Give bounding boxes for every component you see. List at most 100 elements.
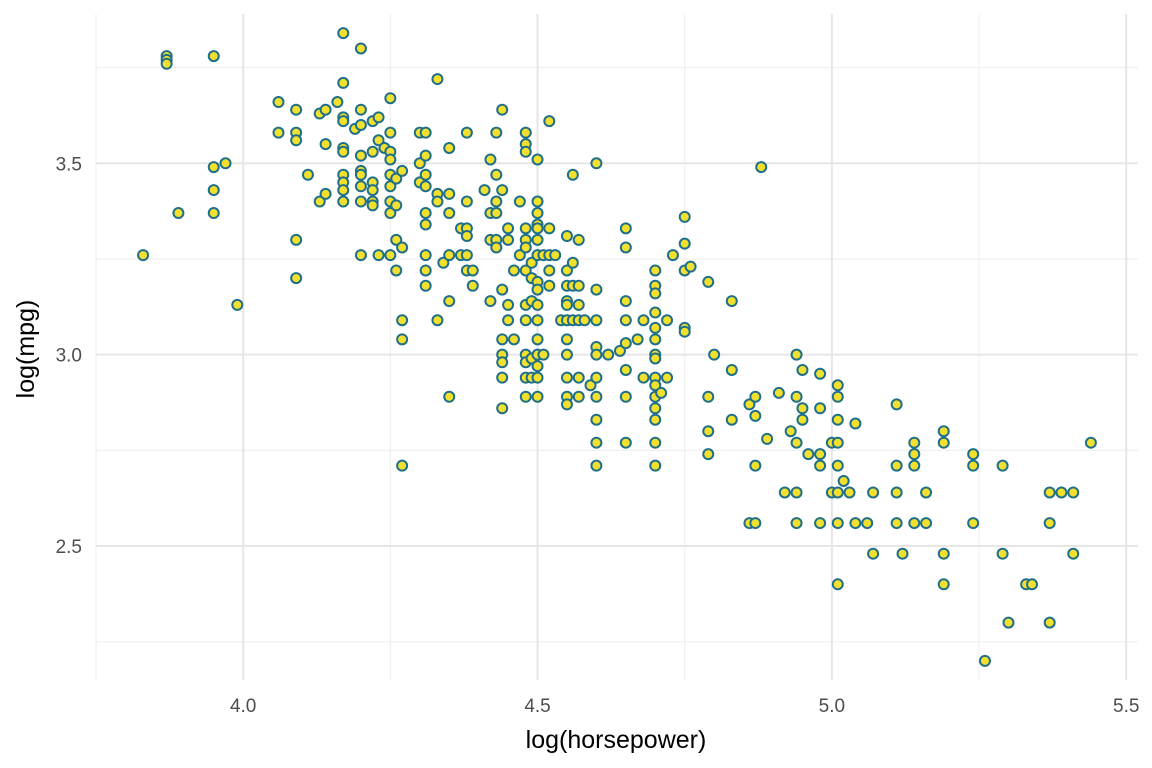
data-point (678, 210, 691, 223)
data-point (619, 222, 632, 235)
data-point (543, 115, 556, 128)
data-point (890, 517, 903, 530)
data-point (631, 333, 644, 346)
data-point (354, 42, 367, 55)
data-point (431, 195, 444, 208)
data-point (384, 92, 397, 105)
data-point (519, 126, 532, 139)
data-point (619, 337, 632, 350)
data-point (649, 333, 662, 346)
data-point (354, 119, 367, 131)
data-point (831, 459, 844, 472)
data-point (649, 379, 662, 392)
y-tick-label: 3.5 (56, 154, 82, 175)
y-axis-title: log(mpg) (12, 300, 40, 399)
data-point (443, 390, 456, 403)
data-point (831, 578, 844, 591)
data-point (661, 371, 674, 384)
data-point (531, 333, 544, 346)
data-point (678, 325, 691, 338)
data-point (560, 398, 573, 411)
data-point (290, 103, 303, 116)
data-point (319, 138, 332, 151)
data-point (619, 390, 632, 403)
y-tick-label: 2.5 (56, 537, 82, 558)
data-point (272, 126, 285, 139)
data-point (837, 474, 850, 487)
data-point (525, 256, 538, 269)
data-point (290, 233, 303, 246)
data-point (354, 249, 367, 262)
data-point (796, 363, 809, 376)
data-point (572, 233, 585, 246)
data-point (460, 249, 473, 262)
y-tick-label: 3.0 (56, 346, 82, 367)
data-point (890, 459, 903, 472)
data-point (366, 145, 379, 158)
data-point (354, 168, 367, 181)
data-point (619, 295, 632, 308)
data-point (590, 314, 603, 327)
data-point (908, 448, 921, 461)
data-point (814, 459, 827, 472)
data-point (566, 256, 579, 269)
data-point (478, 184, 491, 197)
data-point (207, 50, 220, 63)
data-point (484, 295, 497, 308)
y-tick-labels: 2.5 3.0 3.5 (56, 154, 82, 558)
data-point (390, 264, 403, 277)
data-point (531, 390, 544, 403)
data-point (814, 367, 827, 380)
data-point (831, 413, 844, 426)
data-point (967, 448, 980, 461)
data-point (219, 157, 232, 170)
data-point (802, 448, 815, 461)
data-point (460, 195, 473, 208)
data-point (790, 486, 803, 499)
data-point (531, 233, 544, 246)
data-point (1026, 578, 1039, 591)
data-point (831, 390, 844, 403)
data-point (967, 517, 980, 530)
data-point (484, 153, 497, 166)
data-point (354, 149, 367, 162)
data-point (702, 425, 715, 438)
data-point (443, 187, 456, 200)
data-point (996, 459, 1009, 472)
data-point (496, 283, 509, 296)
data-point (543, 279, 556, 292)
data-point (366, 199, 379, 212)
data-point (319, 103, 332, 116)
data-point (431, 73, 444, 86)
data-point (502, 298, 515, 311)
data-point (649, 264, 662, 277)
data-point (513, 249, 526, 262)
data-point (372, 134, 385, 147)
data-point (419, 126, 432, 139)
data-point (637, 314, 650, 327)
data-point (337, 76, 350, 89)
data-point (549, 249, 562, 262)
data-point (507, 333, 520, 346)
data-point (937, 436, 950, 449)
data-point (702, 448, 715, 461)
data-point (649, 413, 662, 426)
data-point (890, 486, 903, 499)
data-point (419, 264, 432, 277)
data-point (590, 157, 603, 170)
data-point (396, 314, 409, 327)
data-point (649, 321, 662, 334)
data-point (890, 398, 903, 411)
data-point (908, 517, 921, 530)
data-point (431, 314, 444, 327)
data-point (908, 459, 921, 472)
data-point (678, 237, 691, 250)
data-point (496, 356, 509, 369)
data-point (419, 249, 432, 262)
data-point (443, 207, 456, 220)
data-point (390, 199, 403, 212)
data-point (749, 390, 762, 403)
data-point (920, 486, 933, 499)
data-point (725, 363, 738, 376)
